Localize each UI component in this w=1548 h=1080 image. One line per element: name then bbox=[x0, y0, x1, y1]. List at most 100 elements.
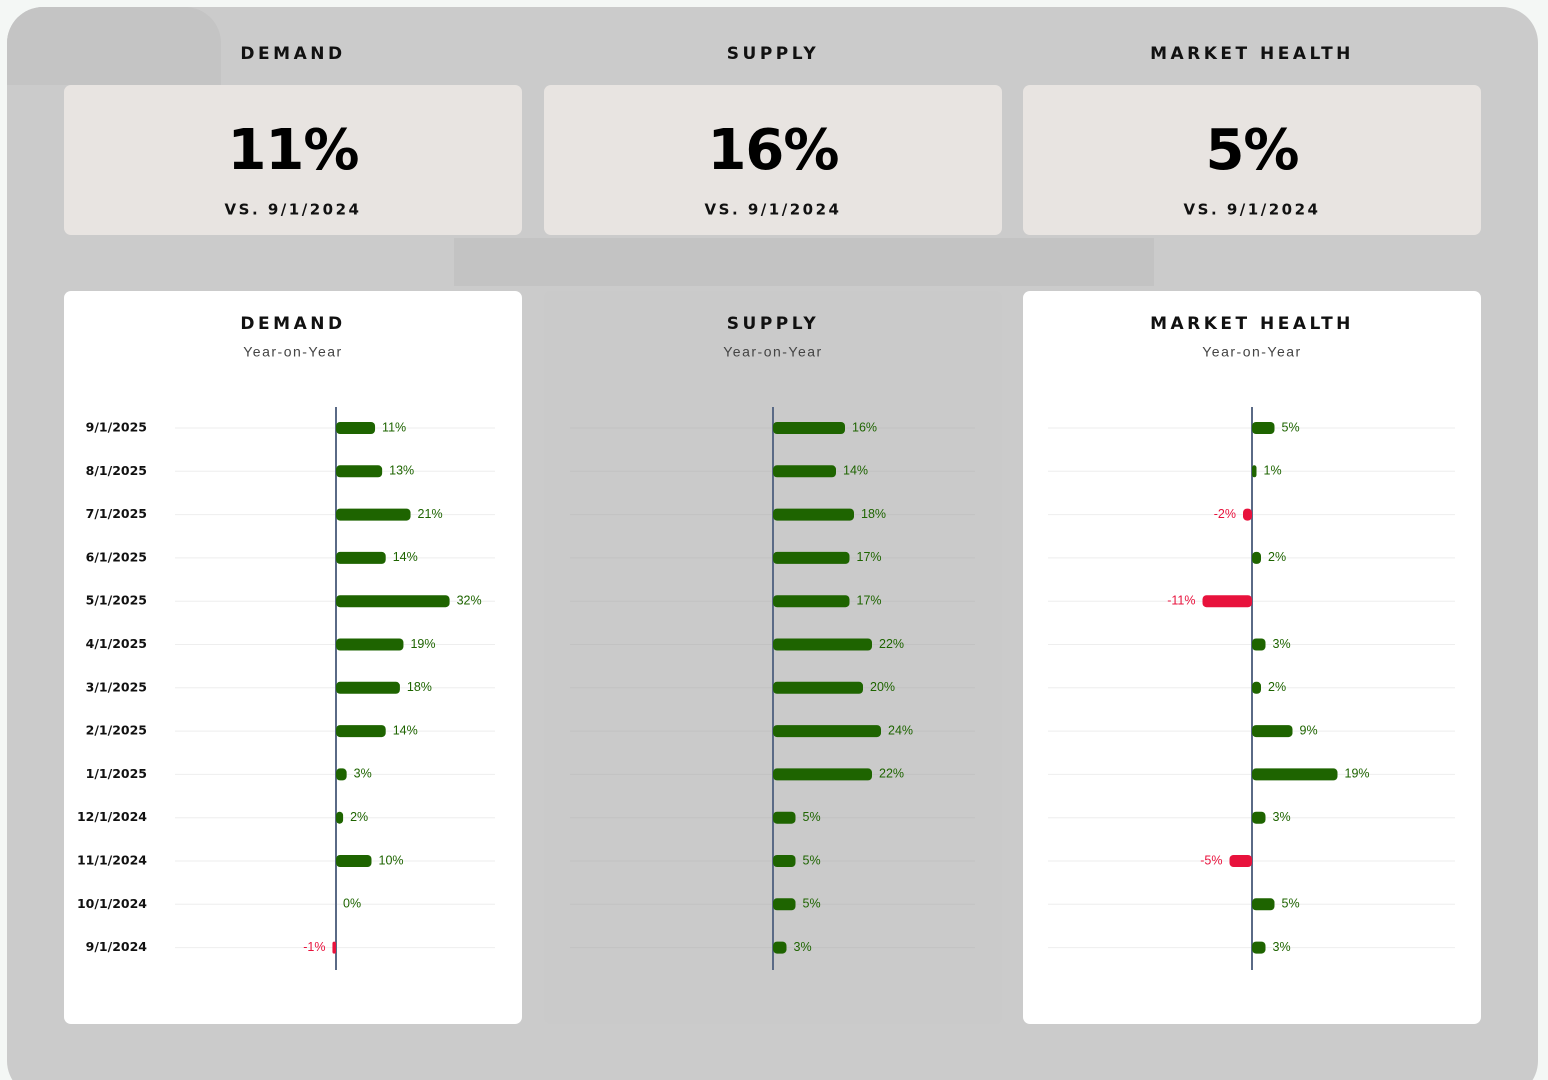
bar bbox=[1252, 898, 1275, 911]
value-label: 1% bbox=[1264, 464, 1282, 478]
bar bbox=[1252, 725, 1293, 738]
category-label: 11/1/2024 bbox=[77, 853, 147, 868]
bar bbox=[1252, 551, 1261, 564]
value-label: 24% bbox=[888, 723, 913, 737]
value-label: 14% bbox=[393, 550, 418, 564]
kpi-value: 16% bbox=[707, 118, 838, 183]
strip bbox=[454, 238, 1154, 286]
bar bbox=[1229, 855, 1252, 867]
kpi-card bbox=[1023, 85, 1481, 235]
bar bbox=[773, 768, 872, 781]
value-label: 3% bbox=[354, 767, 372, 781]
bar bbox=[332, 941, 336, 954]
value-label: 18% bbox=[861, 507, 886, 521]
kpi-header: SUPPLY bbox=[727, 44, 819, 64]
bar bbox=[773, 422, 845, 434]
bar bbox=[773, 811, 796, 824]
value-label: 32% bbox=[457, 593, 482, 607]
value-label: 22% bbox=[879, 767, 904, 781]
bar bbox=[1252, 638, 1266, 651]
value-label: 3% bbox=[1273, 810, 1291, 824]
value-label: 5% bbox=[1282, 420, 1300, 434]
value-label: 3% bbox=[1273, 940, 1291, 954]
bar bbox=[336, 551, 386, 564]
chart-title: MARKET HEALTH bbox=[1150, 314, 1354, 334]
kpi-value: 5% bbox=[1205, 118, 1298, 183]
value-label: 21% bbox=[418, 507, 443, 521]
value-label: 5% bbox=[803, 897, 821, 911]
value-label: -2% bbox=[1214, 507, 1236, 521]
chart-subtitle: Year-on-Year bbox=[243, 344, 342, 360]
kpi-note: VS. 9/1/2024 bbox=[705, 201, 842, 219]
kpi-card bbox=[544, 85, 1002, 235]
chart-subtitle: Year-on-Year bbox=[1202, 344, 1301, 360]
category-label: 3/1/2025 bbox=[86, 679, 147, 694]
value-label: -1% bbox=[303, 940, 325, 954]
category-label: 6/1/2025 bbox=[86, 549, 147, 564]
bar bbox=[1252, 811, 1266, 824]
value-label: 14% bbox=[843, 464, 868, 478]
value-label: 13% bbox=[389, 464, 414, 478]
value-label: 10% bbox=[379, 853, 404, 867]
value-label: 0% bbox=[343, 897, 361, 911]
category-label: 10/1/2024 bbox=[77, 896, 147, 911]
value-label: 19% bbox=[410, 637, 435, 651]
bar bbox=[336, 681, 400, 694]
bar bbox=[336, 595, 450, 608]
category-label: 4/1/2025 bbox=[86, 636, 147, 651]
bar bbox=[773, 725, 881, 738]
chart-subtitle: Year-on-Year bbox=[723, 344, 822, 360]
bar bbox=[336, 465, 383, 478]
kpi-note: VS. 9/1/2024 bbox=[1184, 201, 1321, 219]
bar bbox=[1252, 422, 1275, 434]
category-label: 2/1/2025 bbox=[86, 723, 147, 738]
value-label: 16% bbox=[852, 420, 877, 434]
bar bbox=[773, 595, 850, 608]
value-label: 3% bbox=[794, 940, 812, 954]
chart-title: SUPPLY bbox=[727, 314, 819, 334]
kpi-note: VS. 9/1/2024 bbox=[225, 201, 362, 219]
bar bbox=[1252, 941, 1266, 954]
bar bbox=[336, 422, 376, 434]
bar bbox=[336, 811, 344, 824]
category-label: 7/1/2025 bbox=[86, 506, 147, 521]
bar bbox=[773, 465, 836, 478]
category-label: 1/1/2025 bbox=[86, 766, 147, 781]
chart-card bbox=[64, 291, 522, 1024]
category-label: 12/1/2024 bbox=[77, 809, 147, 824]
value-label: 5% bbox=[803, 853, 821, 867]
value-label: 11% bbox=[382, 420, 406, 434]
value-label: 2% bbox=[350, 810, 368, 824]
value-label: -5% bbox=[1200, 853, 1222, 867]
bar bbox=[1243, 508, 1252, 521]
bar bbox=[773, 898, 796, 911]
value-label: 17% bbox=[857, 593, 882, 607]
kpi-header: MARKET HEALTH bbox=[1150, 44, 1354, 64]
bar bbox=[1252, 681, 1261, 694]
value-label: 19% bbox=[1345, 767, 1370, 781]
bar bbox=[336, 725, 386, 738]
bar bbox=[336, 508, 411, 521]
bar bbox=[773, 681, 863, 694]
category-label: 9/1/2024 bbox=[86, 939, 148, 954]
value-label: 5% bbox=[1282, 897, 1300, 911]
bar bbox=[773, 638, 872, 651]
kpi-header: DEMAND bbox=[240, 44, 345, 64]
value-label: 22% bbox=[879, 637, 904, 651]
bar bbox=[1202, 595, 1252, 608]
kpi-card bbox=[64, 85, 522, 235]
chart-title: DEMAND bbox=[240, 314, 345, 334]
bar bbox=[773, 855, 796, 867]
bar bbox=[1252, 768, 1338, 781]
category-label: 9/1/2025 bbox=[86, 420, 147, 435]
value-label: 20% bbox=[870, 680, 895, 694]
value-label: 2% bbox=[1268, 680, 1286, 694]
tab bbox=[7, 7, 221, 85]
bar bbox=[336, 855, 372, 867]
bar bbox=[773, 551, 850, 564]
value-label: 14% bbox=[393, 723, 418, 737]
value-label: 2% bbox=[1268, 550, 1286, 564]
kpi-value: 11% bbox=[227, 118, 358, 183]
